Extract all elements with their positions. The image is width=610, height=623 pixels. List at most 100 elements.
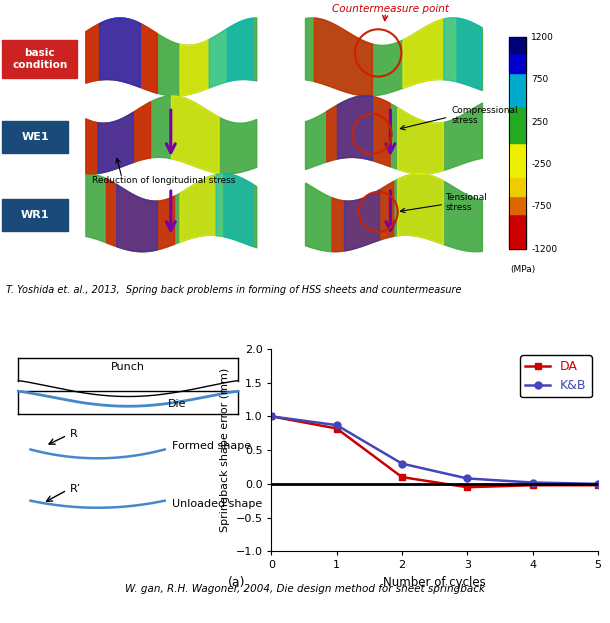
Bar xyxy=(509,46,526,48)
Bar xyxy=(509,115,526,117)
Bar xyxy=(509,95,526,97)
Bar xyxy=(509,242,526,244)
Bar xyxy=(509,110,526,112)
Bar xyxy=(509,87,526,88)
FancyBboxPatch shape xyxy=(2,40,77,78)
Bar xyxy=(509,55,526,57)
Bar xyxy=(509,37,526,249)
Bar xyxy=(509,245,526,247)
Bar xyxy=(509,182,526,184)
FancyBboxPatch shape xyxy=(2,199,68,231)
Text: WR1: WR1 xyxy=(21,210,49,220)
Bar xyxy=(509,108,526,110)
Bar xyxy=(509,69,526,71)
Text: 750: 750 xyxy=(531,75,548,84)
Bar xyxy=(509,120,526,122)
Bar xyxy=(509,158,526,159)
Bar xyxy=(509,194,526,196)
Text: basic
condition: basic condition xyxy=(12,48,67,70)
Bar xyxy=(509,149,526,150)
Text: W. gan, R.H. Wagoner, 2004, Die design method for sheet springback: W. gan, R.H. Wagoner, 2004, Die design m… xyxy=(125,584,485,594)
Bar xyxy=(509,57,526,59)
Bar xyxy=(509,226,526,228)
Bar xyxy=(509,233,526,235)
Bar xyxy=(509,73,526,74)
Bar xyxy=(509,207,526,209)
Bar xyxy=(509,191,526,193)
Text: T. Yoshida et. al., 2013,  Spring back problems in forming of HSS sheets and cou: T. Yoshida et. al., 2013, Spring back pr… xyxy=(6,285,462,295)
Bar xyxy=(509,219,526,221)
Bar xyxy=(509,205,526,207)
Bar xyxy=(509,92,526,94)
Bar xyxy=(509,41,526,43)
Legend: DA, K&B: DA, K&B xyxy=(520,355,592,397)
Text: Countermeasure point: Countermeasure point xyxy=(332,4,449,14)
Bar xyxy=(509,138,526,140)
DA xyxy=(398,473,406,481)
Bar xyxy=(509,128,526,129)
Bar xyxy=(509,103,526,105)
Bar xyxy=(509,244,526,245)
Bar xyxy=(509,235,526,237)
Bar xyxy=(509,80,526,82)
Bar xyxy=(509,177,526,179)
Bar xyxy=(509,221,526,223)
Bar xyxy=(509,189,526,191)
Bar xyxy=(509,232,526,233)
Text: Punch: Punch xyxy=(111,361,145,371)
Bar xyxy=(509,131,526,133)
Bar xyxy=(509,71,526,73)
Text: Tensional
stress: Tensional stress xyxy=(445,193,487,212)
Line: DA: DA xyxy=(268,413,601,491)
Bar xyxy=(509,145,526,147)
Text: Die: Die xyxy=(168,399,186,409)
Bar xyxy=(509,154,526,156)
Line: K&B: K&B xyxy=(268,413,601,487)
Bar xyxy=(509,113,526,115)
Bar xyxy=(509,99,526,101)
Bar xyxy=(509,126,526,128)
Bar xyxy=(509,216,526,217)
Bar xyxy=(509,198,526,200)
Bar xyxy=(509,97,526,99)
Bar xyxy=(509,129,526,131)
Bar xyxy=(509,166,526,168)
Bar xyxy=(509,67,526,69)
Y-axis label: Springback shape error (mm): Springback shape error (mm) xyxy=(220,368,230,532)
Bar xyxy=(509,124,526,126)
Text: -750: -750 xyxy=(531,202,552,211)
Bar xyxy=(509,60,526,62)
Bar xyxy=(509,122,526,124)
Bar xyxy=(509,140,526,141)
Bar xyxy=(509,237,526,239)
Text: (a): (a) xyxy=(228,576,245,589)
Text: 1200: 1200 xyxy=(531,33,554,42)
Bar xyxy=(509,196,526,198)
Text: Unloaded shape: Unloaded shape xyxy=(172,499,262,509)
Bar xyxy=(509,136,526,138)
Bar xyxy=(509,193,526,194)
Bar xyxy=(509,223,526,224)
Bar xyxy=(509,37,526,39)
Bar xyxy=(509,88,526,90)
Bar xyxy=(509,76,526,78)
Bar xyxy=(509,117,526,118)
DA xyxy=(333,425,340,432)
DA xyxy=(529,482,536,489)
Bar xyxy=(509,44,526,46)
Bar xyxy=(509,164,526,166)
Bar xyxy=(509,54,526,55)
Text: R’: R’ xyxy=(70,484,81,494)
Bar xyxy=(509,247,526,249)
Bar xyxy=(509,94,526,95)
Bar xyxy=(509,224,526,226)
Bar xyxy=(509,152,526,154)
Bar xyxy=(509,105,526,106)
Bar xyxy=(509,147,526,149)
Bar xyxy=(509,59,526,60)
Bar xyxy=(509,161,526,163)
Bar xyxy=(509,83,526,85)
K&B xyxy=(398,460,406,467)
Bar xyxy=(509,156,526,158)
Text: Reduction of longitudinal stress: Reduction of longitudinal stress xyxy=(92,176,235,185)
